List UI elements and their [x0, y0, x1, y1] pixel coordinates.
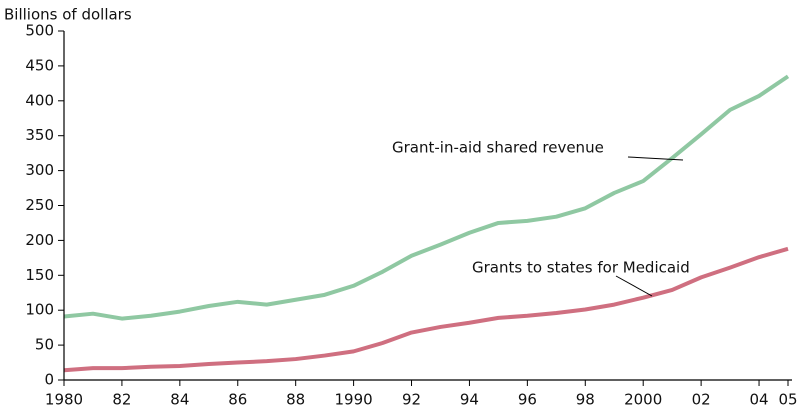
x-tick-label: 92 — [402, 391, 421, 409]
y-tick-label: 0 — [44, 371, 54, 389]
leader-line — [615, 275, 653, 297]
series-line — [63, 74, 790, 321]
leader-line — [627, 156, 684, 161]
y-tick-label: 350 — [25, 126, 54, 144]
series-annotation: Grant-in-aid shared revenue — [392, 139, 604, 157]
x-tick-label: 04 — [749, 391, 768, 409]
x-tick-label: 98 — [576, 391, 595, 409]
x-tick-label: 05 — [778, 391, 797, 409]
x-tick-label: 94 — [460, 391, 479, 409]
y-tick-label: 50 — [35, 336, 54, 354]
x-tick-label: 84 — [170, 391, 189, 409]
x-tick-label: 82 — [112, 391, 131, 409]
y-tick-label: 250 — [25, 196, 54, 214]
series-annotation: Grants to states for Medicaid — [472, 259, 690, 277]
x-tick-label: 88 — [286, 391, 305, 409]
y-tick-label: 400 — [25, 91, 54, 109]
y-tick-label: 150 — [25, 266, 54, 284]
x-tick-label: 86 — [228, 391, 247, 409]
y-axis-label: Billions of dollars — [4, 6, 132, 24]
series-line — [63, 246, 789, 373]
y-tick-label: 450 — [25, 56, 54, 74]
x-tick-label: 2000 — [624, 391, 662, 409]
x-tick-label: 02 — [692, 391, 711, 409]
x-tick-label: 1980 — [45, 391, 83, 409]
y-tick-label: 200 — [25, 231, 54, 249]
x-tick-label: 96 — [518, 391, 537, 409]
y-tick-label: 500 — [25, 22, 54, 40]
y-tick-label: 300 — [25, 161, 54, 179]
y-tick-label: 100 — [25, 301, 54, 319]
x-tick-label: 1990 — [335, 391, 373, 409]
